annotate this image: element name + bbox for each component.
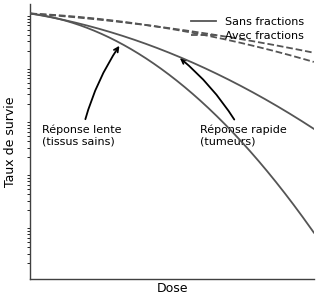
Text: Réponse lente
(tissus sains): Réponse lente (tissus sains) (42, 48, 121, 147)
Y-axis label: Taux de survie: Taux de survie (4, 96, 17, 187)
Text: Réponse rapide
(tumeurs): Réponse rapide (tumeurs) (181, 59, 287, 147)
Legend: Sans fractions, Avec fractions: Sans fractions, Avec fractions (187, 13, 308, 46)
X-axis label: Dose: Dose (156, 282, 188, 295)
